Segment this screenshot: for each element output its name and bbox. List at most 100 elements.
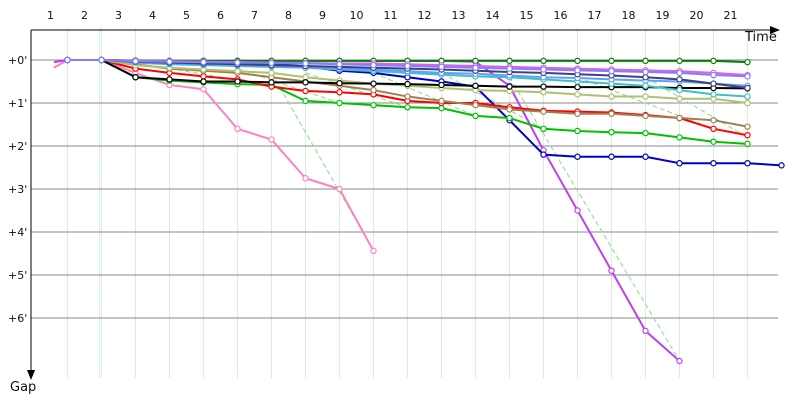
data-point bbox=[540, 151, 547, 158]
data-point bbox=[608, 129, 615, 136]
data-point bbox=[540, 108, 547, 115]
x-tick-label: 4 bbox=[149, 9, 156, 22]
data-point bbox=[234, 78, 241, 85]
x-tick-label: 15 bbox=[520, 9, 534, 22]
x-tick-label: 14 bbox=[486, 9, 500, 22]
x-tick-label: 3 bbox=[115, 9, 122, 22]
dashed-connector bbox=[373, 72, 476, 117]
data-point bbox=[506, 106, 513, 113]
data-point bbox=[744, 140, 751, 148]
data-point bbox=[268, 59, 275, 67]
data-point bbox=[676, 86, 683, 94]
x-tick-label: 19 bbox=[656, 9, 670, 22]
y-axis-arrow-icon bbox=[27, 370, 35, 380]
data-point bbox=[200, 73, 207, 80]
data-point bbox=[574, 110, 581, 117]
data-point bbox=[370, 86, 377, 94]
data-point bbox=[234, 67, 241, 75]
data-point bbox=[676, 114, 683, 122]
data-point bbox=[302, 73, 309, 81]
data-point bbox=[302, 79, 309, 86]
data-point bbox=[710, 116, 717, 124]
axes: Time Gap bbox=[10, 26, 780, 395]
data-point bbox=[676, 57, 683, 65]
data-point bbox=[744, 123, 751, 130]
data-point bbox=[642, 68, 649, 76]
series-13 bbox=[64, 56, 751, 80]
data-point bbox=[574, 91, 581, 98]
x-tick-label: 17 bbox=[588, 9, 602, 22]
data-point bbox=[132, 73, 139, 81]
data-point bbox=[608, 267, 615, 274]
y-tick-label: +2' bbox=[8, 140, 27, 153]
data-point bbox=[404, 80, 411, 88]
data-point bbox=[166, 76, 173, 83]
data-point bbox=[778, 162, 785, 169]
data-point bbox=[268, 79, 275, 86]
data-point bbox=[200, 78, 207, 85]
data-point bbox=[438, 97, 445, 105]
data-point bbox=[404, 104, 411, 111]
x-tick-label: 9 bbox=[319, 9, 326, 22]
data-point bbox=[710, 91, 717, 98]
y-tick-labels: +0' +1' +2' +3' +4' +5' +6' bbox=[8, 54, 27, 325]
data-point bbox=[506, 83, 513, 90]
data-point bbox=[642, 82, 649, 90]
data-point bbox=[642, 129, 649, 137]
x-tick-label: 5 bbox=[183, 9, 190, 22]
data-point bbox=[574, 127, 581, 135]
data-point bbox=[268, 69, 275, 77]
data-point bbox=[438, 104, 445, 112]
data-point bbox=[642, 327, 649, 335]
data-point bbox=[574, 207, 581, 214]
data-point bbox=[642, 93, 649, 100]
data-point bbox=[574, 83, 581, 91]
data-point bbox=[200, 58, 207, 66]
series-0 bbox=[53, 56, 377, 255]
y-tick-label: +5' bbox=[8, 269, 27, 282]
data-point bbox=[744, 73, 751, 80]
x-tick-label: 7 bbox=[251, 9, 258, 22]
x-tick-label: 10 bbox=[350, 9, 364, 22]
data-point bbox=[438, 63, 445, 71]
data-point bbox=[574, 153, 581, 160]
x-tick-label: 16 bbox=[554, 9, 568, 22]
x-tick-label: 18 bbox=[622, 9, 636, 22]
x-tick-label: 20 bbox=[690, 9, 704, 22]
x-tick-label: 1 bbox=[47, 9, 54, 22]
dashed-connector bbox=[237, 68, 340, 104]
data-point bbox=[64, 56, 71, 64]
data-point bbox=[336, 61, 343, 68]
data-point bbox=[472, 101, 479, 109]
x-tick-label: 8 bbox=[285, 9, 292, 22]
data-point bbox=[472, 82, 479, 90]
data-point bbox=[302, 87, 309, 95]
data-point bbox=[608, 67, 615, 75]
data-point bbox=[608, 153, 615, 160]
data-point bbox=[676, 69, 683, 77]
data-point bbox=[744, 84, 751, 92]
series bbox=[53, 56, 785, 365]
data-point bbox=[302, 97, 309, 105]
data-point bbox=[438, 81, 445, 89]
data-point bbox=[404, 62, 411, 70]
y-tick-label: +6' bbox=[8, 312, 27, 325]
x-tick-label: 21 bbox=[724, 9, 738, 22]
data-point bbox=[744, 159, 751, 167]
data-point bbox=[336, 80, 343, 87]
data-point bbox=[98, 56, 105, 64]
data-point bbox=[370, 101, 377, 109]
data-point bbox=[234, 59, 241, 66]
data-point bbox=[744, 58, 751, 66]
x-tick-label: 11 bbox=[384, 9, 398, 22]
data-point bbox=[676, 76, 683, 83]
data-point bbox=[574, 57, 581, 65]
data-point bbox=[166, 58, 173, 65]
data-point bbox=[608, 57, 615, 65]
data-point bbox=[642, 73, 649, 81]
data-point bbox=[472, 57, 479, 65]
data-point bbox=[506, 65, 513, 72]
data-point bbox=[336, 89, 343, 96]
data-point bbox=[642, 153, 649, 160]
data-point bbox=[506, 114, 513, 122]
